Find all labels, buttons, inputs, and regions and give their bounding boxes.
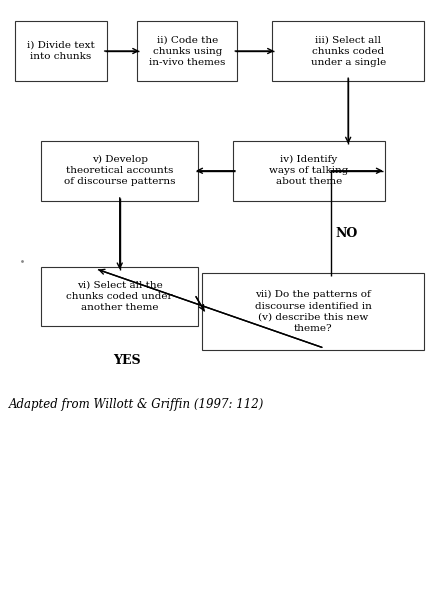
Text: iv) Identify
ways of talking
about theme: iv) Identify ways of talking about theme: [270, 155, 349, 186]
FancyBboxPatch shape: [202, 273, 424, 351]
FancyBboxPatch shape: [15, 21, 107, 81]
Text: Adapted from Willott & Griffin (1997: 112): Adapted from Willott & Griffin (1997: 11…: [9, 398, 264, 411]
Text: vi) Select all the
chunks coded under
another theme: vi) Select all the chunks coded under an…: [67, 281, 173, 312]
Text: v) Develop
theoretical accounts
of discourse patterns: v) Develop theoretical accounts of disco…: [64, 155, 175, 186]
Text: vii) Do the patterns of
discourse identified in
(v) describe this new
theme?: vii) Do the patterns of discourse identi…: [255, 290, 372, 333]
Text: NO: NO: [335, 227, 357, 240]
FancyBboxPatch shape: [41, 266, 198, 326]
FancyBboxPatch shape: [137, 21, 237, 81]
Text: iii) Select all
chunks coded
under a single: iii) Select all chunks coded under a sin…: [310, 35, 386, 67]
Text: ii) Code the
chunks using
in-vivo themes: ii) Code the chunks using in-vivo themes: [149, 35, 226, 67]
Text: YES: YES: [113, 354, 141, 367]
FancyBboxPatch shape: [233, 141, 385, 200]
FancyBboxPatch shape: [272, 21, 424, 81]
FancyBboxPatch shape: [41, 141, 198, 200]
Text: i) Divide text
into chunks: i) Divide text into chunks: [27, 41, 95, 61]
